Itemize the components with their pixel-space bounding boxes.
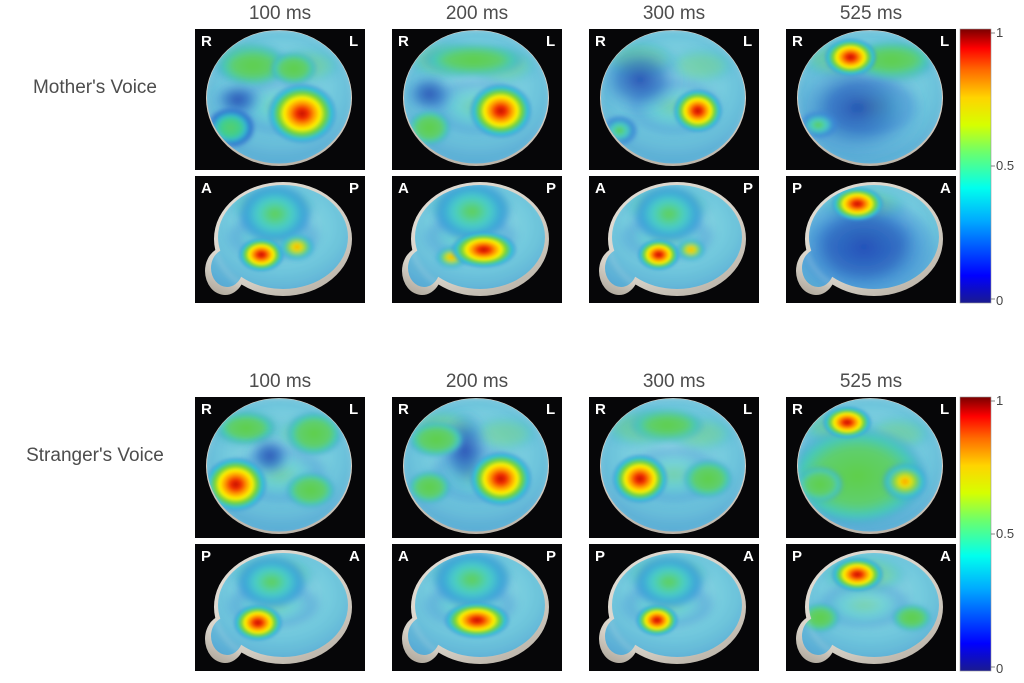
svg-text:L: L	[743, 401, 752, 418]
svg-text:0.5: 0.5	[996, 526, 1014, 541]
svg-text:R: R	[595, 33, 606, 50]
svg-text:200 ms: 200 ms	[446, 371, 508, 392]
svg-text:R: R	[201, 401, 212, 418]
svg-text:200 ms: 200 ms	[446, 3, 508, 24]
svg-text:1: 1	[996, 393, 1003, 408]
svg-text:525 ms: 525 ms	[840, 3, 902, 24]
svg-text:L: L	[940, 33, 949, 50]
svg-text:R: R	[398, 33, 409, 50]
svg-text:P: P	[546, 180, 556, 197]
svg-text:A: A	[940, 548, 951, 565]
svg-text:P: P	[349, 180, 359, 197]
svg-text:R: R	[792, 401, 803, 418]
svg-text:A: A	[595, 180, 606, 197]
svg-text:R: R	[792, 33, 803, 50]
svg-text:L: L	[349, 33, 358, 50]
svg-text:P: P	[546, 548, 556, 565]
svg-text:Mother's Voice: Mother's Voice	[33, 77, 157, 98]
svg-text:300 ms: 300 ms	[643, 3, 705, 24]
svg-text:525 ms: 525 ms	[840, 371, 902, 392]
svg-text:L: L	[546, 401, 555, 418]
svg-text:A: A	[201, 180, 212, 197]
svg-text:A: A	[398, 548, 409, 565]
svg-text:0.5: 0.5	[996, 158, 1014, 173]
svg-text:L: L	[546, 33, 555, 50]
svg-text:Stranger's Voice: Stranger's Voice	[26, 445, 164, 466]
svg-text:A: A	[398, 180, 409, 197]
svg-text:A: A	[940, 180, 951, 197]
svg-text:0: 0	[996, 661, 1003, 676]
svg-text:P: P	[792, 180, 802, 197]
svg-text:R: R	[595, 401, 606, 418]
svg-text:L: L	[940, 401, 949, 418]
svg-text:A: A	[349, 548, 360, 565]
svg-text:L: L	[743, 33, 752, 50]
svg-text:R: R	[398, 401, 409, 418]
svg-text:300 ms: 300 ms	[643, 371, 705, 392]
svg-text:P: P	[595, 548, 605, 565]
svg-text:A: A	[743, 548, 754, 565]
svg-text:100 ms: 100 ms	[249, 3, 311, 24]
svg-text:100 ms: 100 ms	[249, 371, 311, 392]
svg-text:P: P	[792, 548, 802, 565]
svg-text:P: P	[201, 548, 211, 565]
svg-text:1: 1	[996, 25, 1003, 40]
svg-text:P: P	[743, 180, 753, 197]
svg-text:R: R	[201, 33, 212, 50]
svg-text:L: L	[349, 401, 358, 418]
svg-text:0: 0	[996, 293, 1003, 308]
